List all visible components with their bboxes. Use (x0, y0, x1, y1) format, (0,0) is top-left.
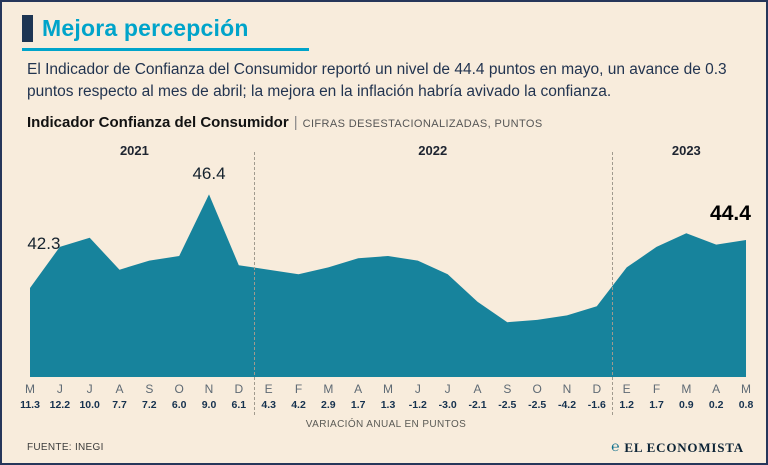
variation-value: 7.2 (142, 399, 157, 411)
month-label: M (741, 382, 751, 396)
variation-value: 6.0 (171, 399, 187, 411)
variation-value: 10.0 (79, 399, 100, 411)
variation-value: 0.2 (708, 399, 724, 411)
variation-value: 6.1 (231, 399, 247, 411)
variation-value: 1.3 (380, 399, 396, 411)
data-label: 42.3 (27, 233, 61, 253)
data-label: 46.4 (192, 164, 226, 184)
month-label: J (444, 382, 451, 396)
brand-logo: ℮ EL ECONOMISTA (611, 440, 744, 456)
month-label: J (414, 382, 421, 396)
month-label: F (652, 382, 661, 396)
variation-value: -1.2 (408, 399, 427, 411)
chart-title-separator: | (293, 114, 298, 131)
variation-value: 7.7 (112, 399, 127, 411)
year-divider (253, 152, 255, 415)
month-label: A (473, 382, 482, 396)
month-label: M (681, 382, 692, 396)
chart-subtitle: CIFRAS DESESTACIONALIZADAS, PUNTOS (302, 118, 543, 130)
page-title: Mejora percepción (42, 15, 249, 41)
variation-value: -1.6 (587, 399, 606, 411)
month-label: O (174, 382, 184, 396)
title-marker-square (22, 15, 33, 42)
month-label: M (25, 382, 35, 396)
month-label: O (532, 382, 542, 396)
variation-value: -3.0 (438, 399, 457, 411)
month-label: A (354, 382, 363, 396)
month-label: E (264, 382, 273, 396)
variation-value: 0.8 (738, 399, 754, 411)
brand-name: EL ECONOMISTA (624, 440, 744, 455)
title-underline (22, 48, 309, 51)
month-label: A (115, 382, 124, 396)
month-label: F (294, 382, 303, 396)
variation-value: 12.2 (49, 399, 71, 411)
year-label: 2021 (119, 143, 149, 158)
year-divider (611, 152, 613, 415)
header: Mejora percepción (22, 15, 249, 42)
month-label: N (204, 382, 214, 396)
variation-value: -2.1 (468, 399, 487, 411)
month-label: N (562, 382, 572, 396)
month-label: E (622, 382, 631, 396)
month-label: M (383, 382, 393, 396)
month-label: M (323, 382, 334, 396)
month-label: J (86, 382, 93, 396)
variation-value: 4.3 (261, 399, 276, 411)
area-series (30, 194, 746, 377)
month-label: D (234, 382, 244, 396)
brand-e-icon: ℮ (611, 440, 621, 455)
x-axis-label: VARIACIÓN ANUAL EN PUNTOS (305, 419, 467, 430)
variation-value: -2.5 (528, 399, 547, 411)
variation-value: 1.7 (350, 399, 366, 411)
chart-header: Indicador Confianza del Consumidor | CIFRA… (27, 114, 543, 131)
variation-value: 1.7 (649, 399, 664, 411)
month-label: D (592, 382, 602, 396)
year-label: 2022 (418, 143, 448, 158)
month-label: S (503, 382, 512, 396)
variation-value: 2.9 (321, 399, 336, 411)
year-labels-row: 2021 2022 2023 (2, 143, 766, 159)
variation-axis: 11.3 12.2 10.0 7.7 7.2 6.0 9.0 6.1 4.3 4.2 2.9 1.7 1… (2, 399, 766, 412)
month-label: A (712, 382, 721, 396)
chart-title: Indicador Confianza del Consumidor (27, 114, 289, 131)
area-chart (30, 194, 746, 377)
variation-value: -4.2 (557, 399, 577, 411)
source-note: FUENTE: INEGI (27, 442, 104, 453)
variation-value: 0.9 (679, 399, 694, 411)
variation-value: 9.0 (201, 399, 217, 411)
month-label: S (145, 382, 154, 396)
month-label: J (56, 382, 63, 396)
variation-value: 11.3 (20, 399, 40, 411)
variation-value: -2.5 (498, 399, 517, 411)
year-label: 2023 (671, 143, 701, 158)
variation-value: 1.2 (619, 399, 634, 411)
intro-paragraph: El Indicador de Confianza del Consumidor… (27, 61, 727, 101)
data-label: 44.4 (710, 202, 751, 226)
variation-value: 4.2 (291, 399, 306, 411)
